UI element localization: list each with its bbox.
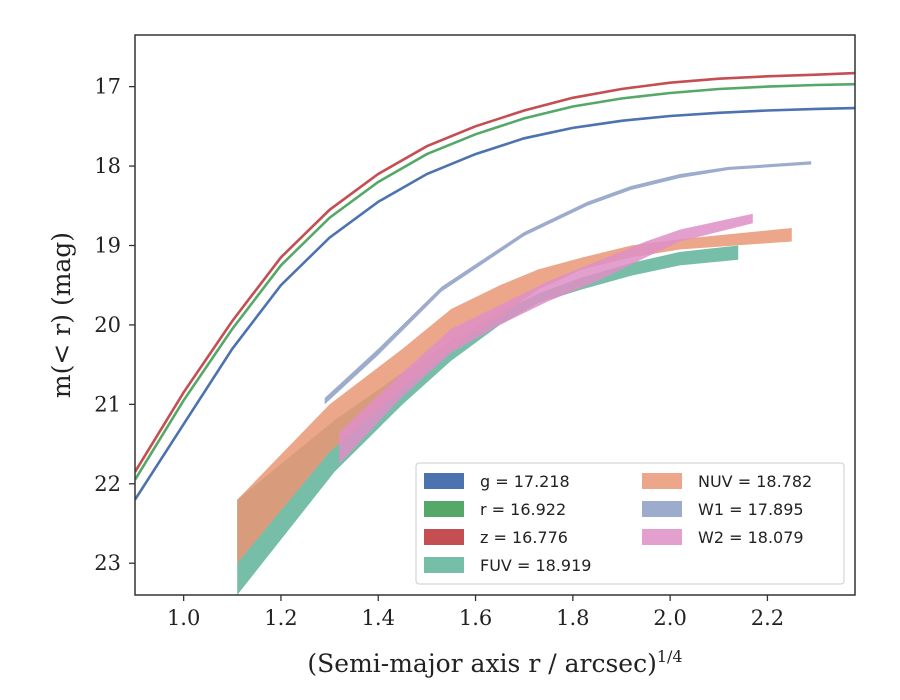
legend: g = 17.218 r = 16.922 z = 16.776 FUV = 18.9… — [415, 462, 845, 585]
legend-label-nuv: NUV = 18.782 — [698, 472, 812, 491]
legend-swatch-w1 — [642, 501, 682, 517]
legend-swatch-nuv — [642, 473, 682, 489]
x-tick-label: 1.0 — [167, 606, 200, 630]
legend-label-fuv: FUV = 18.919 — [480, 556, 591, 575]
x-tick-label: 1.6 — [459, 606, 492, 630]
legend-label-g: g = 17.218 — [480, 472, 570, 491]
legend-swatch-z — [424, 529, 464, 545]
series-line-r — [135, 82, 855, 481]
y-tick-label: 17 — [94, 75, 121, 99]
legend-swatch-fuv — [424, 557, 464, 573]
legend-label-r: r = 16.922 — [480, 500, 566, 519]
axis-ticks: 1.0 1.2 1.4 1.6 1.8 2.0 2.2 17 18 19 20 21 22 23 — [94, 75, 784, 630]
y-axis-title: m(< r) (mag) — [47, 232, 76, 398]
y-tick-label: 20 — [94, 313, 121, 337]
x-tick-label: 1.4 — [362, 606, 395, 630]
plot-frame — [134, 34, 856, 596]
legend-swatch-r — [424, 501, 464, 517]
legend-label-z: z = 16.776 — [480, 528, 568, 547]
x-tick-label: 2.0 — [653, 606, 686, 630]
x-tick-label: 1.2 — [264, 606, 297, 630]
y-tick-label: 21 — [94, 392, 121, 416]
y-tick-label: 22 — [94, 472, 121, 496]
x-tick-label: 1.8 — [556, 606, 589, 630]
y-tick-label: 23 — [94, 551, 121, 575]
y-tick-label: 19 — [94, 233, 121, 257]
x-tick-label: 2.2 — [751, 606, 784, 630]
series-line-z — [135, 71, 855, 473]
series-line-g — [135, 106, 855, 501]
legend-swatch-g — [424, 473, 464, 489]
series-layer — [135, 71, 855, 595]
legend-swatch-w2 — [642, 529, 682, 545]
series-band-nuv — [237, 228, 792, 564]
legend-label-w1: W1 = 17.895 — [698, 500, 804, 519]
x-axis-title: (Semi-major axis r / arcsec)1/4 — [307, 647, 682, 678]
legend-label-w2: W2 = 18.079 — [698, 528, 804, 547]
y-tick-label: 18 — [94, 154, 121, 178]
legend-box — [415, 462, 845, 585]
